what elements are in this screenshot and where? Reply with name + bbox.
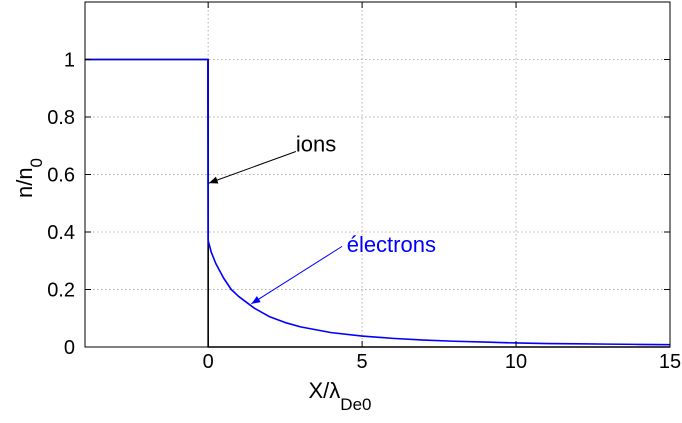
annotation-arrow bbox=[208, 151, 297, 184]
y-tick-label: 0.6 bbox=[47, 165, 75, 187]
x-tick-label: 10 bbox=[505, 351, 527, 373]
y-tick-label: 0.4 bbox=[47, 222, 75, 244]
annotation-label: électrons bbox=[347, 232, 436, 257]
annotation-arrow bbox=[250, 245, 343, 305]
x-tick-label: 15 bbox=[659, 351, 681, 373]
y-axis-label-subscript: 0 bbox=[27, 158, 46, 167]
x-axis-label-subscript: De0 bbox=[340, 395, 371, 414]
x-axis-label: X/λDe0 bbox=[309, 378, 372, 414]
y-tick-label: 0 bbox=[64, 337, 75, 359]
x-tick-label: 0 bbox=[203, 351, 214, 373]
annotations: ions électrons bbox=[208, 132, 436, 305]
y-axis-label: n/n0 bbox=[12, 158, 46, 198]
y-tick-label: 0.2 bbox=[47, 280, 75, 302]
annotation-label: ions bbox=[296, 132, 336, 157]
x-tick-label: 5 bbox=[357, 351, 368, 373]
y-tick-label: 0.8 bbox=[47, 107, 75, 129]
series-line-electrons bbox=[85, 58, 671, 346]
y-tick-label: 1 bbox=[64, 50, 75, 72]
y-axis-label-main: n/n bbox=[12, 167, 37, 198]
x-axis-label-main: X/λ bbox=[309, 378, 341, 403]
ticks: 0 5 10 15 0 0.2 0.4 0.6 0.8 1 bbox=[47, 2, 681, 373]
